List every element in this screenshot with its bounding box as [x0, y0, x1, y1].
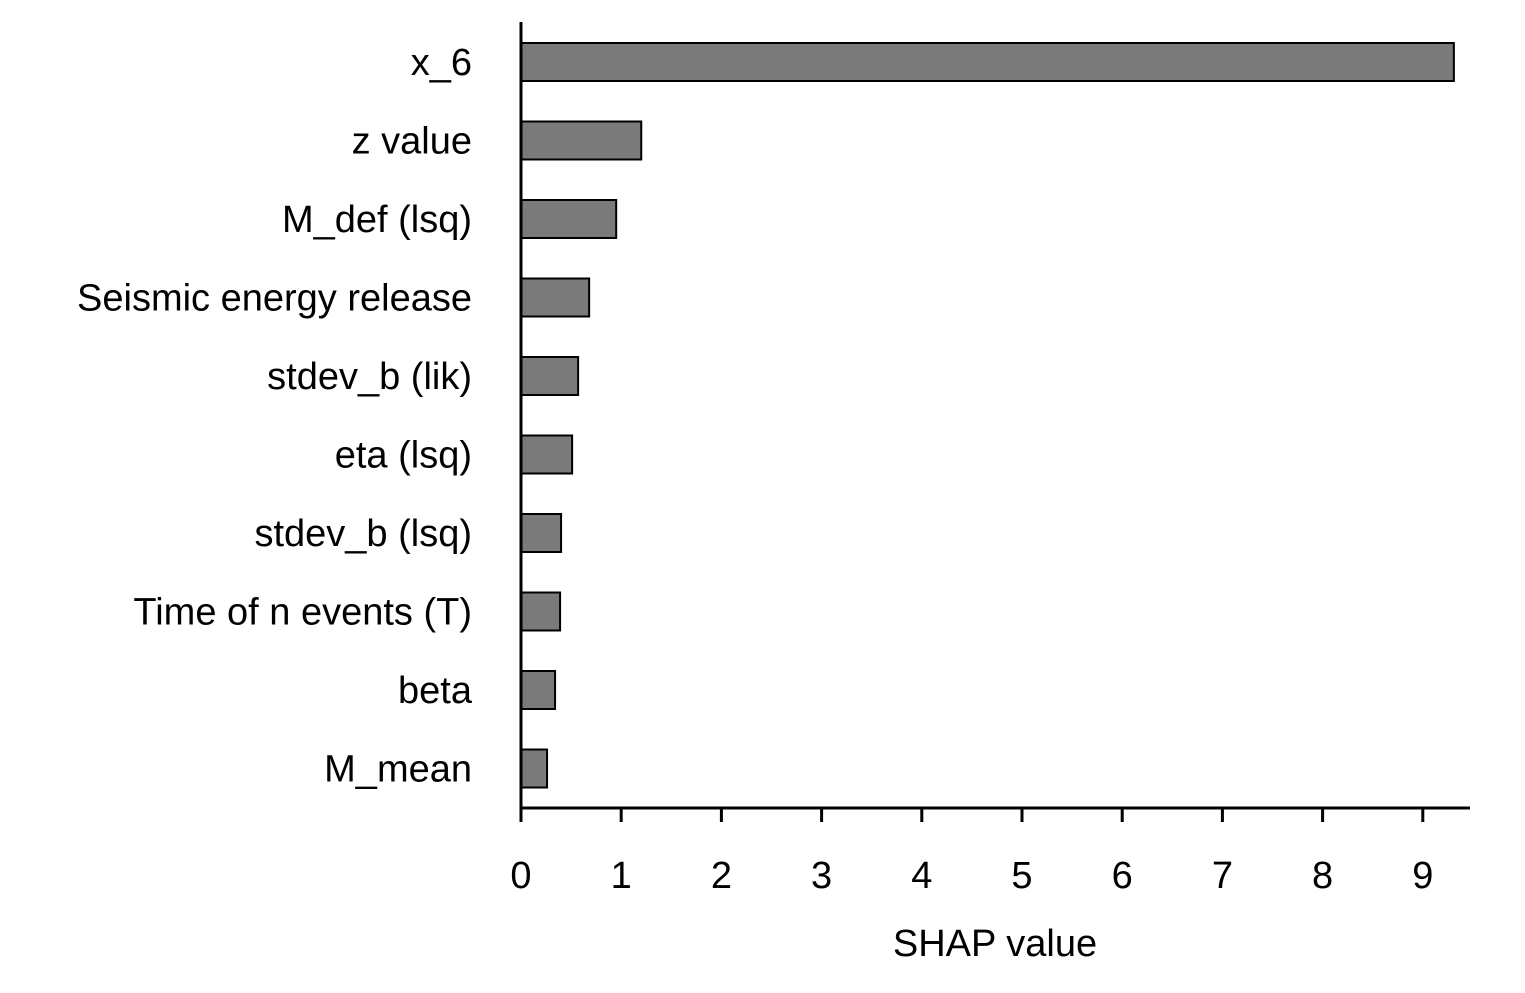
bar-beta	[520, 670, 557, 710]
category-labels: x_6z value M_def (lsq) Seismic energy rele…	[77, 42, 473, 791]
bar-x-6	[520, 42, 1455, 82]
bar-m-def-lsq	[520, 199, 618, 239]
x-tick-label-9: 9	[1412, 855, 1433, 897]
x-tick-label-2: 2	[711, 855, 732, 897]
category-label-time-of-n-events-t: Time of n events (T)	[133, 592, 472, 634]
category-label-seismic-energy-release: Seismic energy release	[77, 278, 472, 320]
x-tick-label-3: 3	[811, 855, 832, 897]
axes	[519, 22, 1470, 810]
bar-time-of-n-events-t	[520, 591, 562, 632]
x-tick-label-5: 5	[1011, 855, 1032, 897]
x-tick-label-1: 1	[611, 855, 632, 897]
x-ticks: 0 1 2 3 4 5 6 7 8 9	[510, 808, 1433, 897]
category-label-x-6: x_6	[411, 42, 472, 84]
x-tick-label-4: 4	[911, 855, 932, 897]
category-label-stdev-b-lsq: stdev_b (lsq)	[254, 513, 472, 555]
bar-stdev-b-lsq	[520, 513, 563, 553]
bar-m-mean	[520, 748, 549, 789]
bars-layer	[520, 42, 1455, 789]
category-label-eta-lsq: eta (lsq)	[335, 435, 472, 477]
category-label-beta: beta	[398, 670, 473, 712]
bar-eta-lsq	[520, 434, 574, 475]
category-label-stdev-b-lik: stdev_b (lik)	[267, 356, 472, 398]
category-label-z-value: z value	[352, 121, 472, 163]
x-tick-label-7: 7	[1212, 855, 1233, 897]
bar-seismic-energy-release	[520, 277, 591, 318]
x-axis-title: SHAP value	[893, 923, 1097, 965]
category-label-m-mean: M_mean	[324, 749, 472, 791]
bar-z-value	[520, 120, 643, 161]
x-tick-label-0: 0	[510, 855, 531, 897]
x-tick-label-8: 8	[1312, 855, 1333, 897]
x-tick-label-6: 6	[1112, 855, 1133, 897]
category-label-m-def-lsq: M_def (lsq)	[282, 199, 472, 241]
bar-stdev-b-lik	[520, 356, 580, 396]
